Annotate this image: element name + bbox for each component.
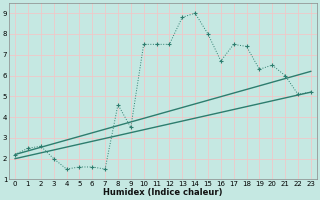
X-axis label: Humidex (Indice chaleur): Humidex (Indice chaleur) xyxy=(103,188,223,197)
